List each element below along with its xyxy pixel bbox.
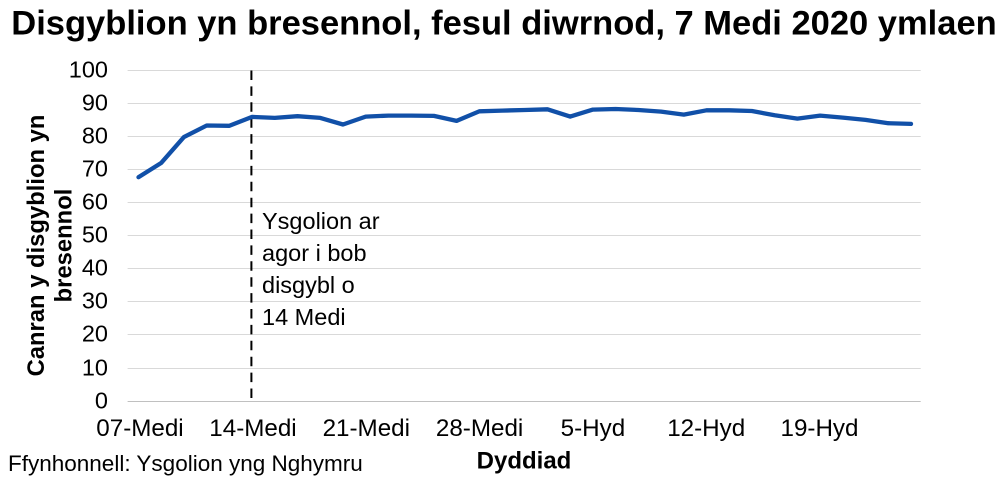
svg-text:12-Hyd: 12-Hyd: [667, 415, 745, 442]
svg-text:70: 70: [82, 156, 108, 182]
svg-text:21-Medi: 21-Medi: [323, 415, 410, 442]
svg-text:28-Medi: 28-Medi: [436, 415, 523, 442]
svg-text:14-Medi: 14-Medi: [209, 415, 296, 442]
svg-text:10: 10: [82, 355, 108, 381]
svg-text:20: 20: [82, 321, 108, 347]
svg-text:bresennol: bresennol: [51, 189, 78, 303]
svg-text:40: 40: [82, 255, 108, 281]
svg-text:80: 80: [82, 123, 108, 149]
svg-text:19-Hyd: 19-Hyd: [781, 415, 859, 442]
svg-text:0: 0: [95, 388, 108, 414]
svg-text:Dyddiad: Dyddiad: [477, 447, 572, 474]
svg-text:Ffynhonnell: Ysgolion yng Nghy: Ffynhonnell: Ysgolion yng Nghymru: [8, 451, 363, 476]
svg-text:agor i bob: agor i bob: [262, 240, 367, 266]
svg-text:07-Medi: 07-Medi: [96, 415, 183, 442]
svg-text:30: 30: [82, 288, 108, 314]
svg-text:Disgyblion yn bresennol, fesul: Disgyblion yn bresennol, fesul diwrnod, …: [11, 4, 996, 42]
svg-text:Canran y disgyblion yn: Canran y disgyblion yn: [23, 115, 50, 377]
svg-text:90: 90: [82, 90, 108, 116]
svg-text:14 Medi: 14 Medi: [262, 304, 346, 330]
svg-text:5-Hyd: 5-Hyd: [561, 415, 626, 442]
svg-text:60: 60: [82, 189, 108, 215]
svg-text:50: 50: [82, 222, 108, 248]
svg-text:100: 100: [69, 57, 108, 83]
svg-text:disgybl o: disgybl o: [262, 272, 355, 298]
svg-text:Ysgolion ar: Ysgolion ar: [262, 208, 380, 234]
